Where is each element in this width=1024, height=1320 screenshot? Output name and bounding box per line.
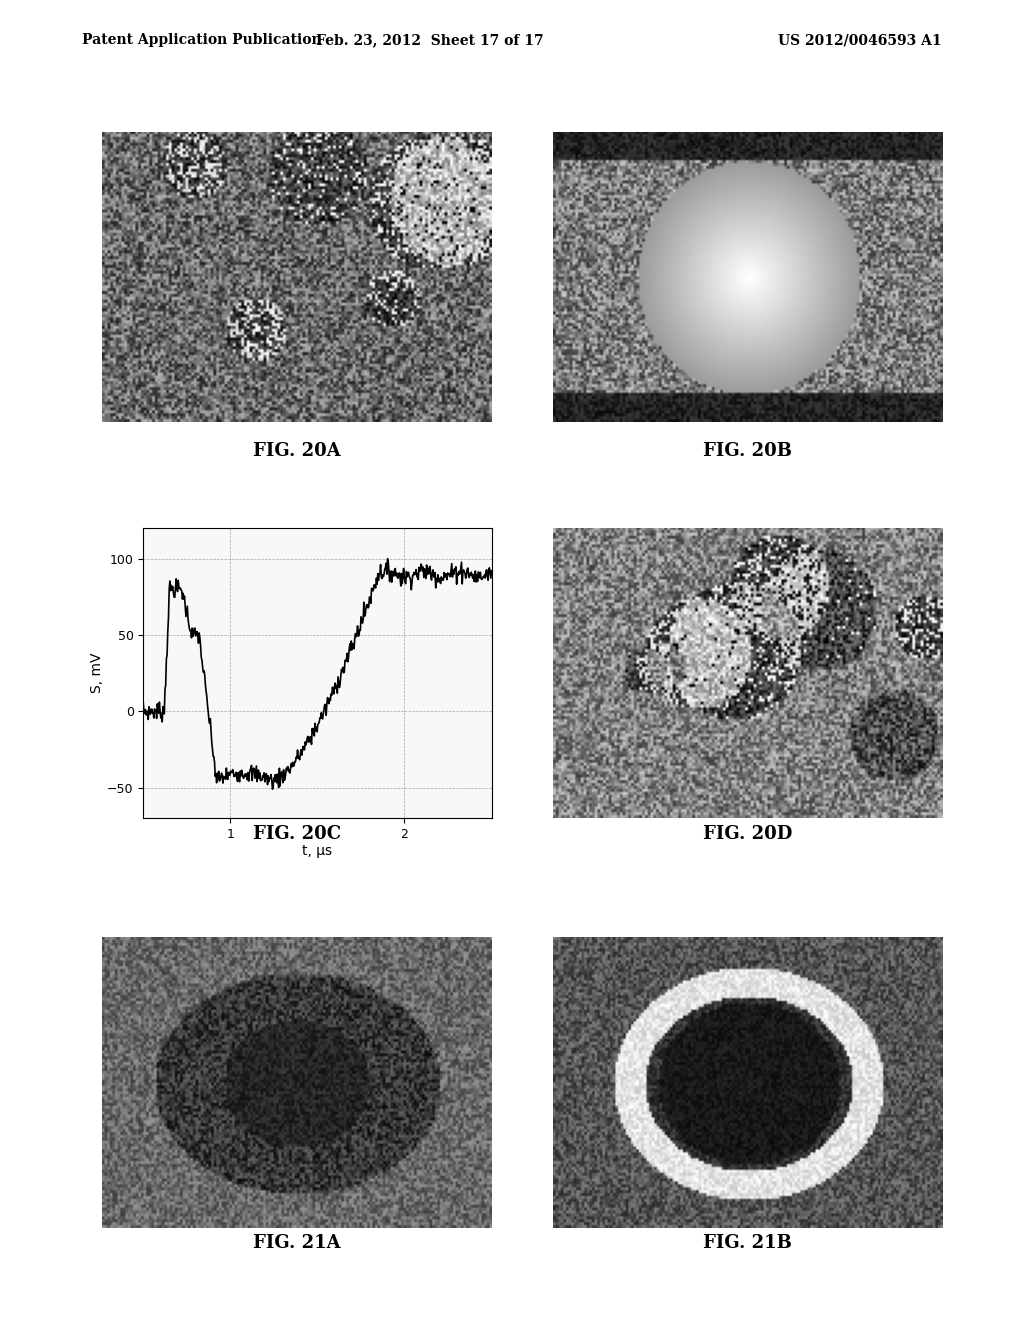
Y-axis label: S, mV: S, mV [90,653,104,693]
Text: FIG. 21B: FIG. 21B [703,1234,792,1253]
Text: FIG. 21A: FIG. 21A [253,1234,341,1253]
Text: Feb. 23, 2012  Sheet 17 of 17: Feb. 23, 2012 Sheet 17 of 17 [316,33,544,48]
Text: FIG. 20A: FIG. 20A [253,442,341,461]
Text: FIG. 20C: FIG. 20C [253,825,341,843]
Text: FIG. 20D: FIG. 20D [702,825,793,843]
Text: FIG. 20B: FIG. 20B [703,442,792,461]
Text: Patent Application Publication: Patent Application Publication [82,33,322,48]
Text: US 2012/0046593 A1: US 2012/0046593 A1 [778,33,942,48]
X-axis label: t, μs: t, μs [302,843,333,858]
